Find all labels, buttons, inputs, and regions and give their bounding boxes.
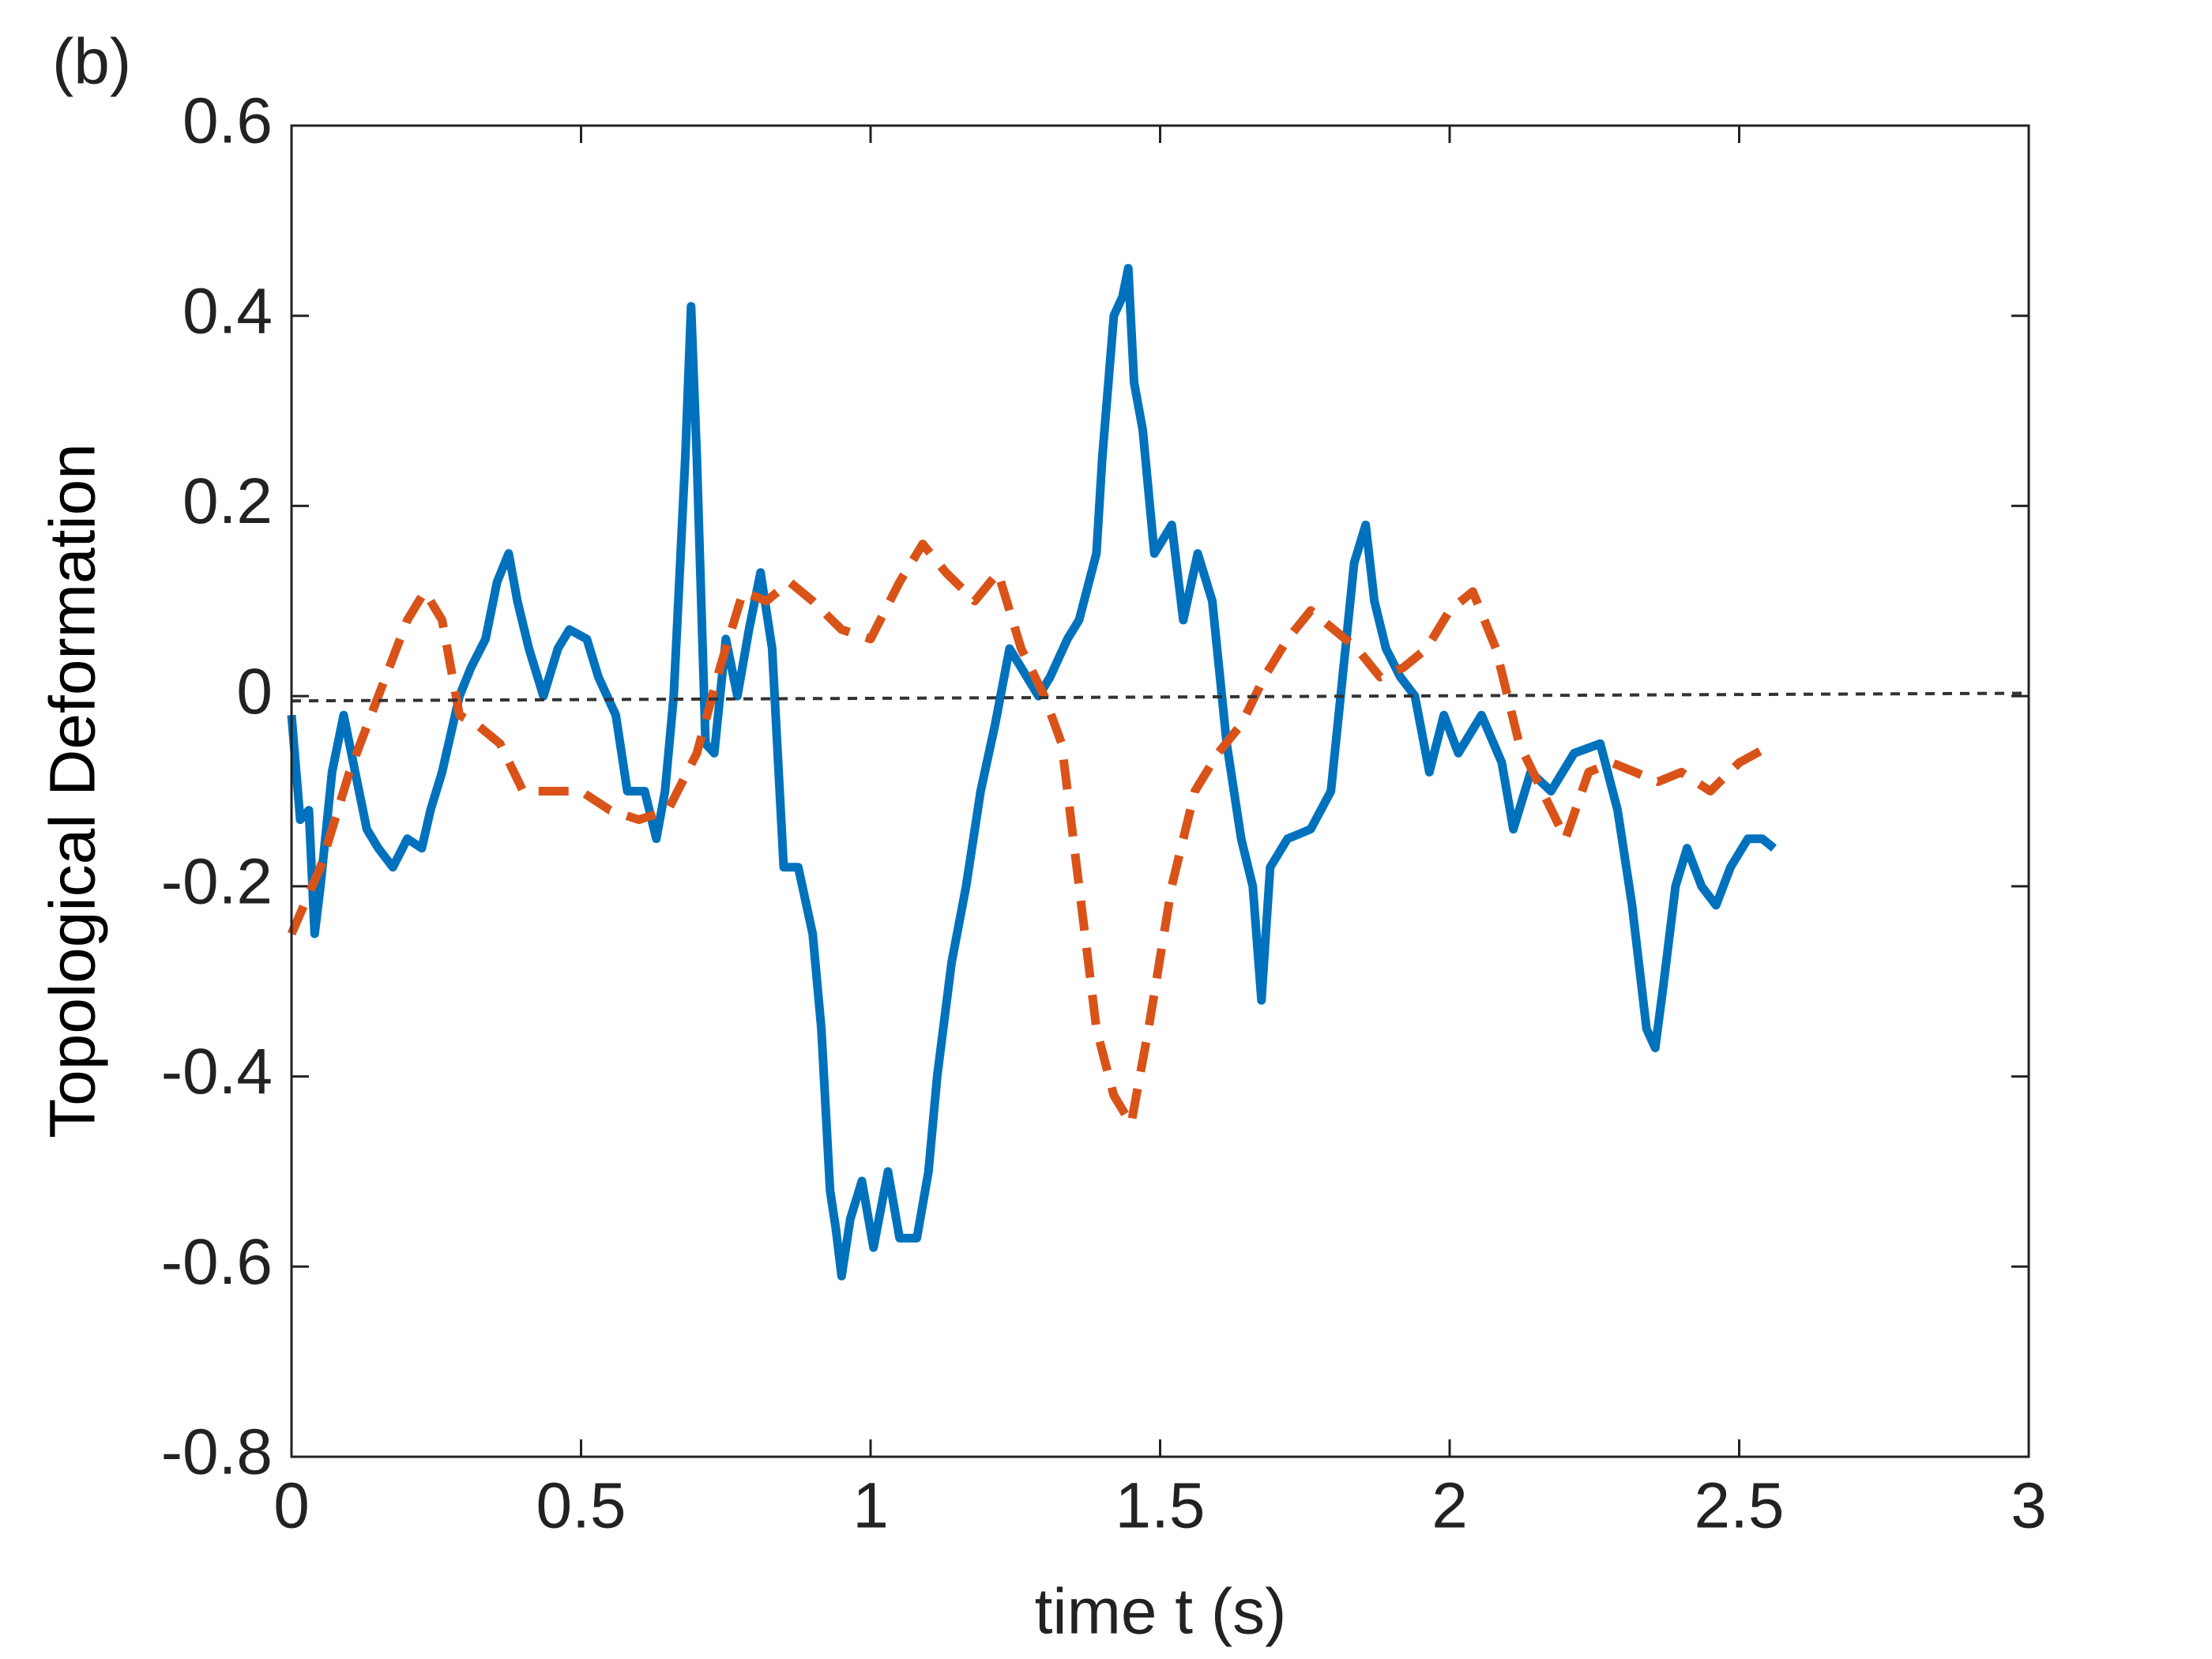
y-axis-label: Topological Deformation [37, 443, 109, 1138]
x-tick-label: 0.5 [536, 1470, 626, 1542]
x-axis-label: time t (s) [1035, 1576, 1287, 1648]
x-tick-label: 1 [852, 1470, 889, 1542]
y-tick-label: -0.4 [161, 1036, 273, 1108]
plot-frame [290, 124, 2030, 1458]
data-line [287, 264, 1777, 1281]
y-tick-label: -0.6 [161, 1226, 273, 1298]
y-tick-label: 0 [236, 656, 273, 728]
y-tick-label: 0.4 [182, 275, 273, 347]
data-line [291, 691, 2030, 703]
data-line [287, 540, 1777, 1129]
x-tick-label: 2 [1431, 1470, 1468, 1542]
y-tick-label: -0.2 [161, 846, 273, 918]
chart-title: (b) [52, 26, 131, 98]
x-tick-label: 2.5 [1695, 1470, 1785, 1542]
x-tick-label: 1.5 [1115, 1470, 1206, 1542]
x-tick-label: 0 [273, 1470, 310, 1542]
y-tick-label: 0.6 [182, 85, 273, 157]
x-tick-label: 3 [2011, 1470, 2047, 1542]
y-tick-label: 0.2 [182, 465, 273, 537]
y-tick-label: -0.8 [161, 1416, 273, 1488]
